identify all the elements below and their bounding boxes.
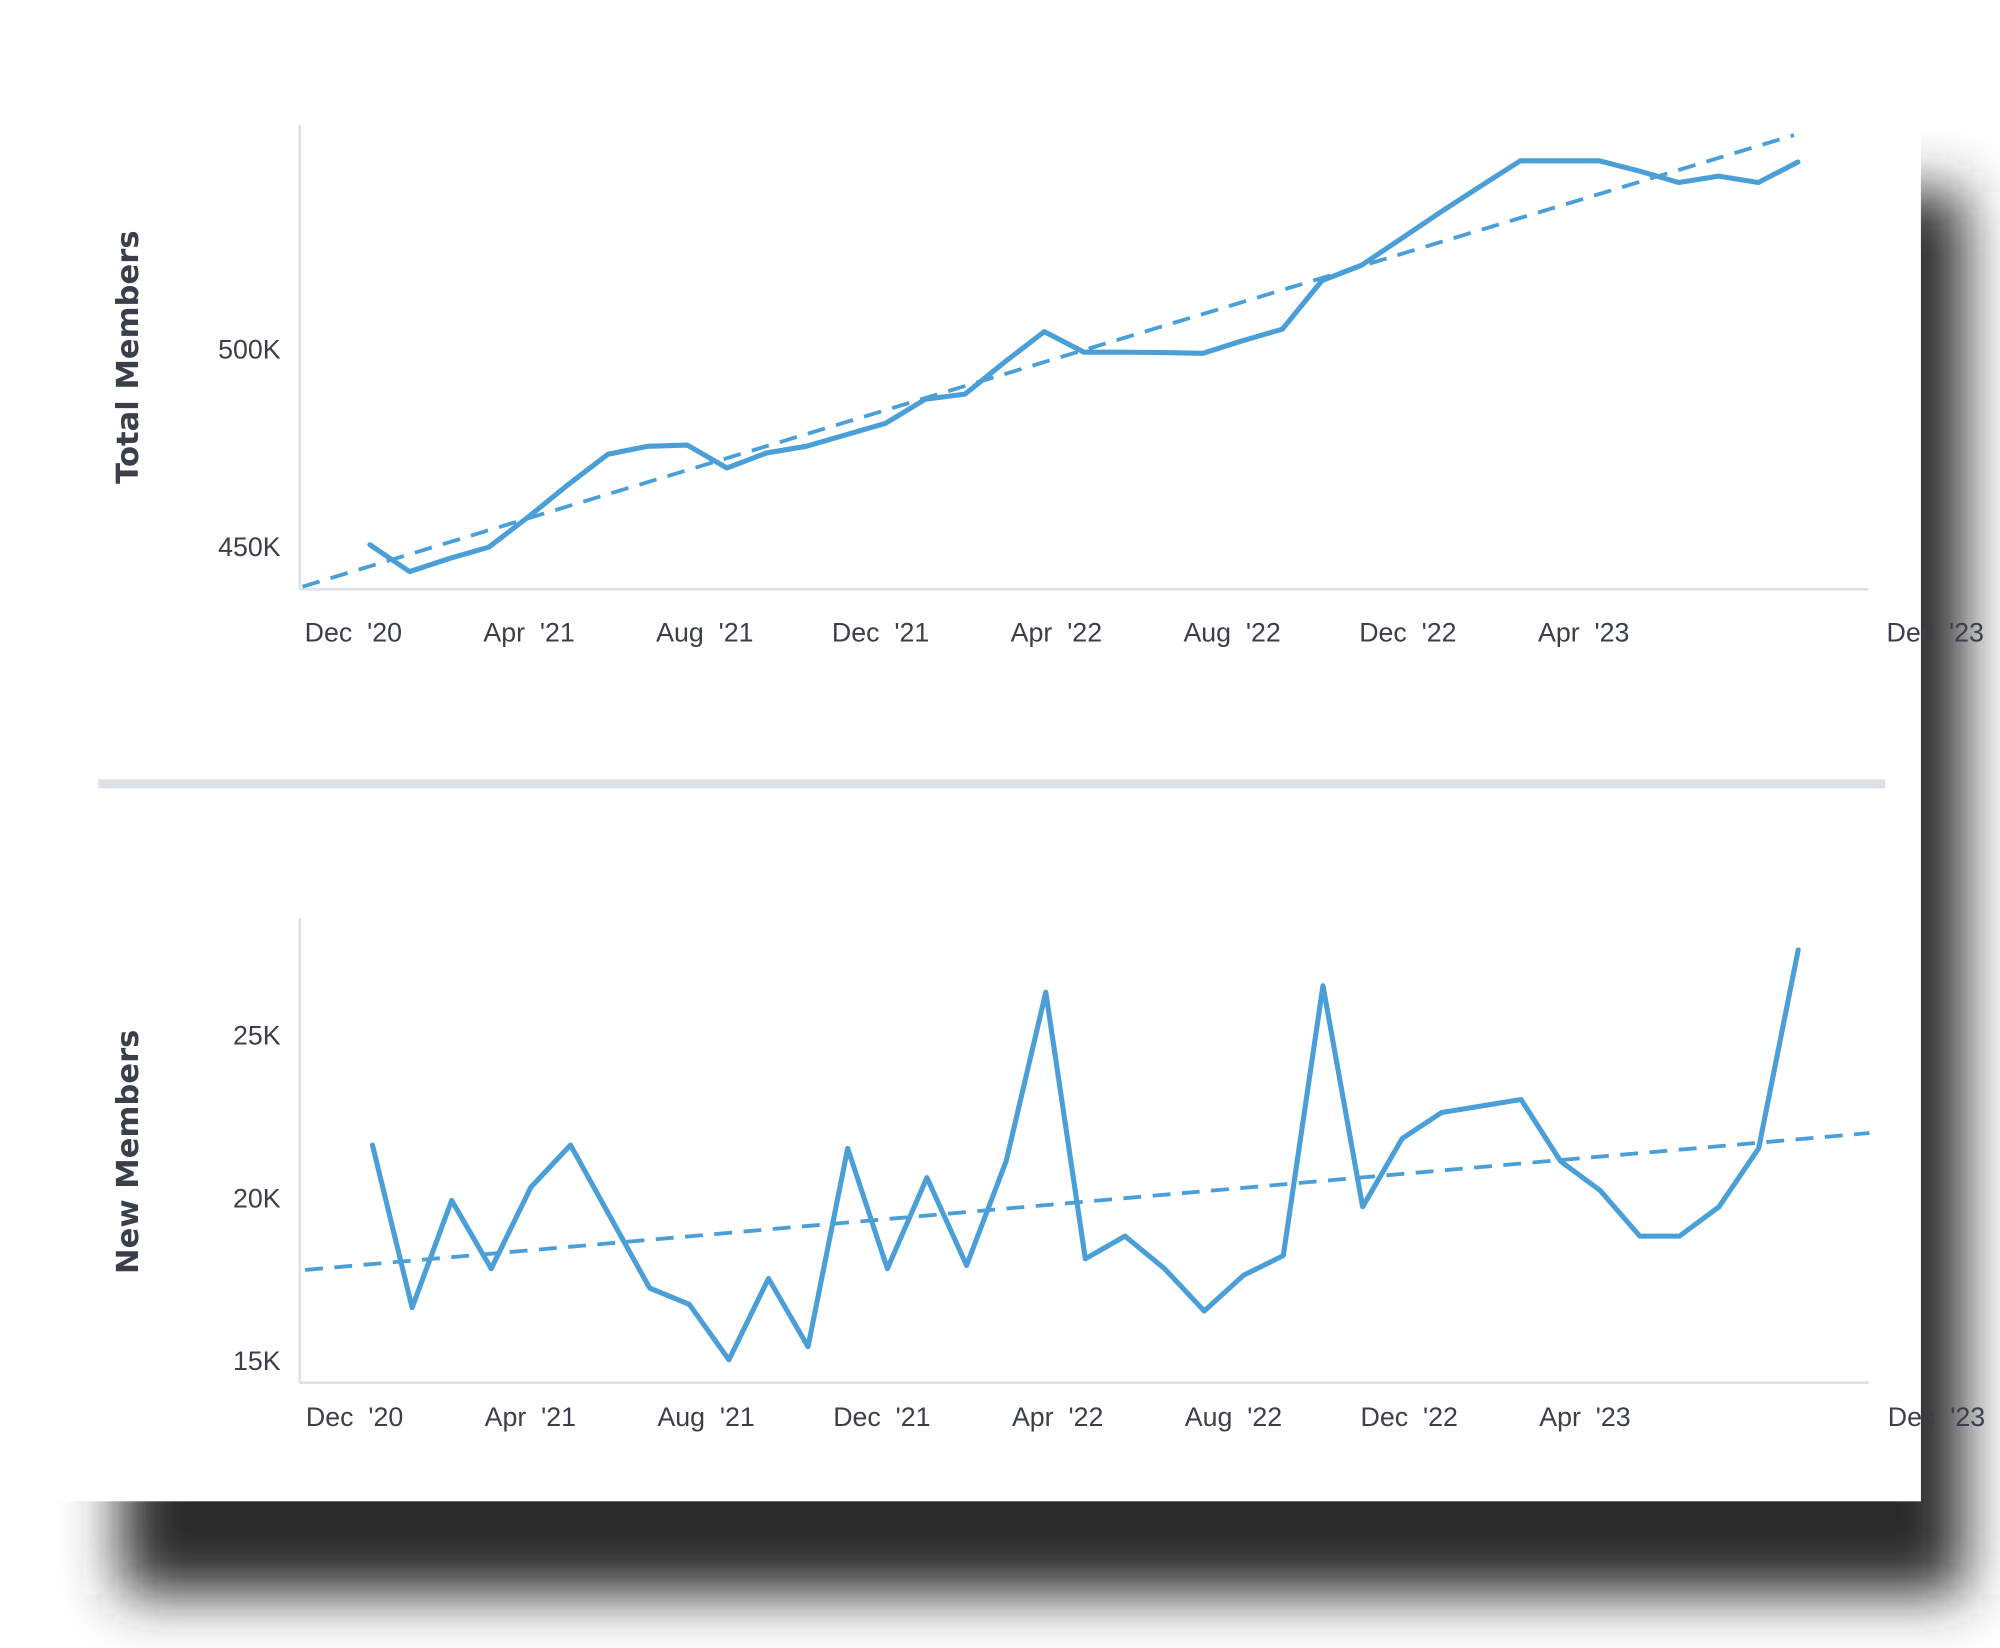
- x-tick-label: Aug '21: [657, 1402, 754, 1432]
- new-members-chart: New Members 15K 20K 25K Dec '20 Apr '21 Aug '…: [111, 918, 1985, 1432]
- x-tick-label: Dec '20: [306, 1402, 403, 1432]
- x-tick-label: Apr '21: [485, 1402, 576, 1432]
- x-tick-label: Apr '23: [1538, 618, 1629, 648]
- x-tick-label: Dec '23: [1888, 1402, 1985, 1432]
- x-tick-label: Dec '20: [305, 618, 402, 648]
- x-tick-label: Apr '22: [1012, 1402, 1103, 1432]
- y-tick-label: 25K: [233, 1021, 281, 1051]
- section-divider: [98, 779, 1886, 789]
- series-line: [369, 947, 1801, 1363]
- trend-line: [304, 1131, 1870, 1272]
- total-members-chart: Total Members 450K 500K Dec '20 Apr '21 Aug …: [111, 125, 1984, 648]
- x-tick-label: Dec '23: [1887, 618, 1984, 648]
- x-tick-label: Dec '22: [1359, 618, 1456, 648]
- y-tick-label: 450K: [218, 532, 281, 562]
- trend-line: [301, 133, 1795, 589]
- x-tick-label: Aug '22: [1183, 618, 1280, 648]
- y-tick-label: 20K: [233, 1183, 281, 1213]
- x-tick-label: Apr '23: [1539, 1402, 1630, 1432]
- x-tick-label: Aug '22: [1185, 1402, 1282, 1432]
- series-line: [367, 158, 1801, 575]
- x-tick-label: Dec '21: [832, 618, 929, 648]
- y-axis-title: New Members: [111, 1030, 146, 1274]
- x-tick-label: Dec '22: [1361, 1402, 1458, 1432]
- y-tick-label: 500K: [218, 334, 281, 364]
- y-tick-label: 15K: [233, 1346, 281, 1376]
- x-tick-label: Dec '21: [833, 1402, 930, 1432]
- x-tick-label: Apr '21: [483, 618, 574, 648]
- x-tick-label: Apr '22: [1011, 618, 1102, 648]
- y-axis-title: Total Members: [111, 230, 146, 483]
- x-tick-label: Aug '21: [656, 618, 753, 648]
